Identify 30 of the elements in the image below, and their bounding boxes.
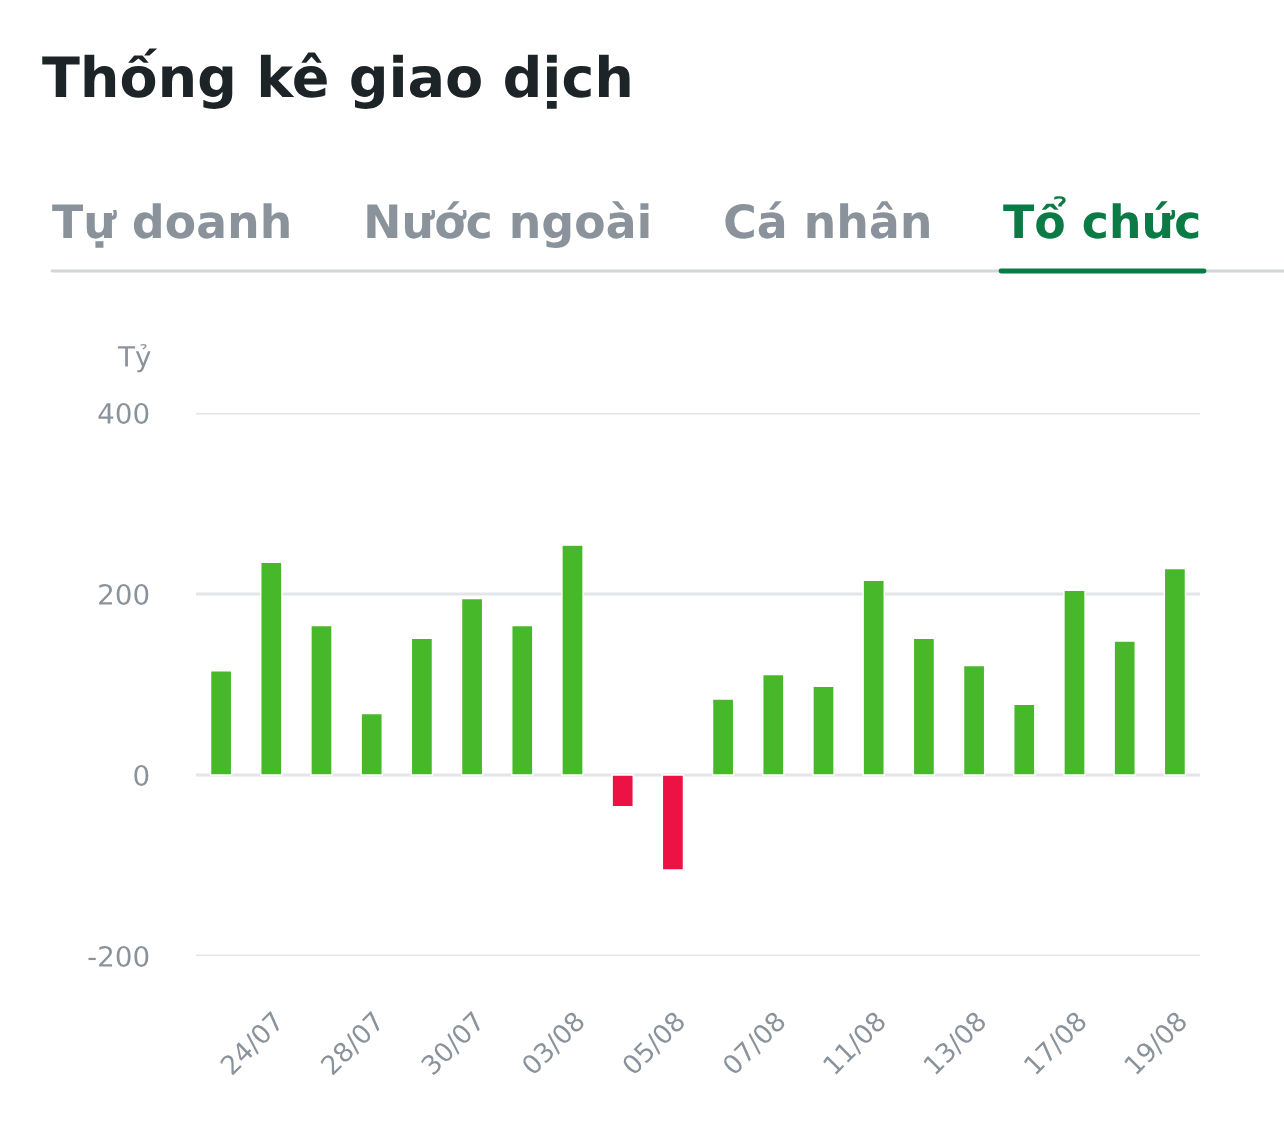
y-tick-label: 400 [98, 402, 149, 424]
bar [260, 561, 283, 776]
bar [310, 624, 333, 776]
bar [962, 664, 986, 776]
chart-title: Thống kê giao dịch [42, 48, 630, 109]
bar [1113, 640, 1136, 776]
y-axis-title: Tỷ [117, 344, 151, 373]
bar [661, 774, 685, 871]
bar [812, 685, 835, 776]
bar [511, 624, 534, 776]
bar [862, 579, 885, 776]
bar [561, 544, 584, 776]
bar [1013, 703, 1036, 776]
text: Tự doanh [52, 203, 289, 248]
bar [762, 673, 785, 776]
y-tick-label: -200 [88, 945, 149, 967]
bar [209, 670, 233, 776]
bar [912, 637, 936, 776]
bar [611, 774, 634, 808]
text: Cá nhân [725, 201, 929, 239]
y-tick-label: 0 [134, 764, 149, 786]
chart-subtitle: Tổ chức [1003, 196, 1199, 239]
bar [711, 698, 735, 776]
y-tick-label: 200 [99, 583, 149, 605]
bar [460, 597, 484, 776]
bar [360, 712, 383, 776]
bar [1063, 589, 1086, 776]
text: Nước ngoài [367, 201, 649, 248]
bar [1163, 567, 1187, 776]
bar [410, 637, 434, 776]
